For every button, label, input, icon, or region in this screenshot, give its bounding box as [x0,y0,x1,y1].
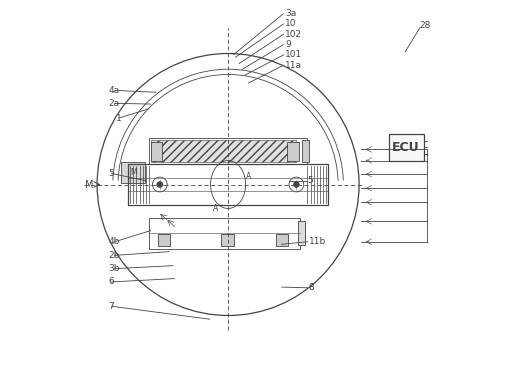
Text: 102: 102 [285,30,303,39]
Text: 101: 101 [285,51,303,59]
Bar [158,234,170,246]
Bar [128,164,328,205]
Bar [149,218,300,249]
Text: 2a: 2a [108,99,119,108]
Text: 4a: 4a [108,86,119,95]
Text: 8: 8 [308,283,314,292]
Bar [276,234,288,246]
Bar [151,142,162,161]
Text: 4b: 4b [108,237,120,246]
Bar [151,140,296,162]
Text: 1: 1 [116,114,121,123]
Text: 5: 5 [108,169,114,178]
Text: 7: 7 [108,302,114,311]
Bar [121,162,145,183]
Text: 28: 28 [419,21,430,30]
Bar [388,134,423,161]
Text: 3a: 3a [285,9,297,18]
Text: A: A [246,172,251,181]
Text: 11a: 11a [285,61,302,70]
Bar [222,234,234,246]
Text: M: M [85,179,93,190]
Text: 11b: 11b [308,237,326,246]
Bar [287,142,299,161]
Text: A: A [213,204,218,213]
Text: 2b: 2b [108,251,120,260]
Text: ECU: ECU [392,141,420,154]
Text: 3b: 3b [108,264,120,273]
Circle shape [294,182,299,187]
Text: 10: 10 [285,20,297,28]
Text: 5: 5 [307,176,313,185]
Text: M: M [130,168,136,177]
Bar [298,221,305,245]
Circle shape [157,182,162,187]
Text: 6: 6 [108,277,114,286]
Text: 9: 9 [285,40,291,49]
Bar [149,138,307,164]
Bar [302,140,308,162]
